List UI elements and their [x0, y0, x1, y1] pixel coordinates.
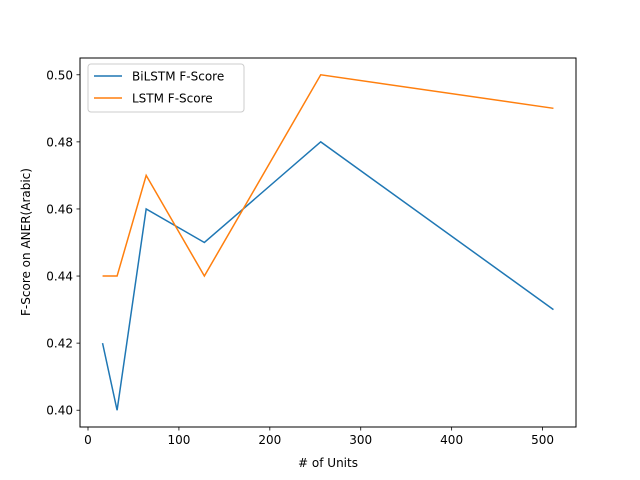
plot-frame — [79, 57, 577, 428]
x-tick-label: 100 — [167, 433, 190, 447]
legend: BiLSTM F-Score LSTM F-Score — [87, 63, 245, 113]
y-tick-label: 0.48 — [46, 135, 73, 149]
legend-label-0: BiLSTM F-Score — [132, 70, 224, 84]
x-axis-label: # of Units — [298, 456, 358, 470]
series-line-1 — [102, 73, 554, 278]
x-axis: 0 100 200 300 400 500 — [84, 427, 554, 447]
series-layer — [101, 73, 554, 411]
x-tick-label: 0 — [84, 433, 92, 447]
y-tick-label: 0.42 — [46, 337, 73, 351]
y-tick-label: 0.44 — [46, 270, 73, 284]
legend-box — [87, 63, 245, 113]
y-tick-label: 0.46 — [46, 202, 73, 216]
x-tick-label: 200 — [258, 433, 281, 447]
x-tick-label: 500 — [531, 433, 554, 447]
x-tick-label: 300 — [349, 433, 372, 447]
y-axis: 0.40 0.42 0.44 0.46 0.48 0.50 — [46, 68, 80, 418]
y-axis-label: F-Score on ANER(Arabic) — [19, 168, 33, 316]
legend-label-1: LSTM F-Score — [132, 92, 213, 106]
y-tick-label: 0.40 — [46, 404, 73, 418]
y-tick-label: 0.50 — [46, 68, 73, 82]
x-tick-label: 400 — [440, 433, 463, 447]
